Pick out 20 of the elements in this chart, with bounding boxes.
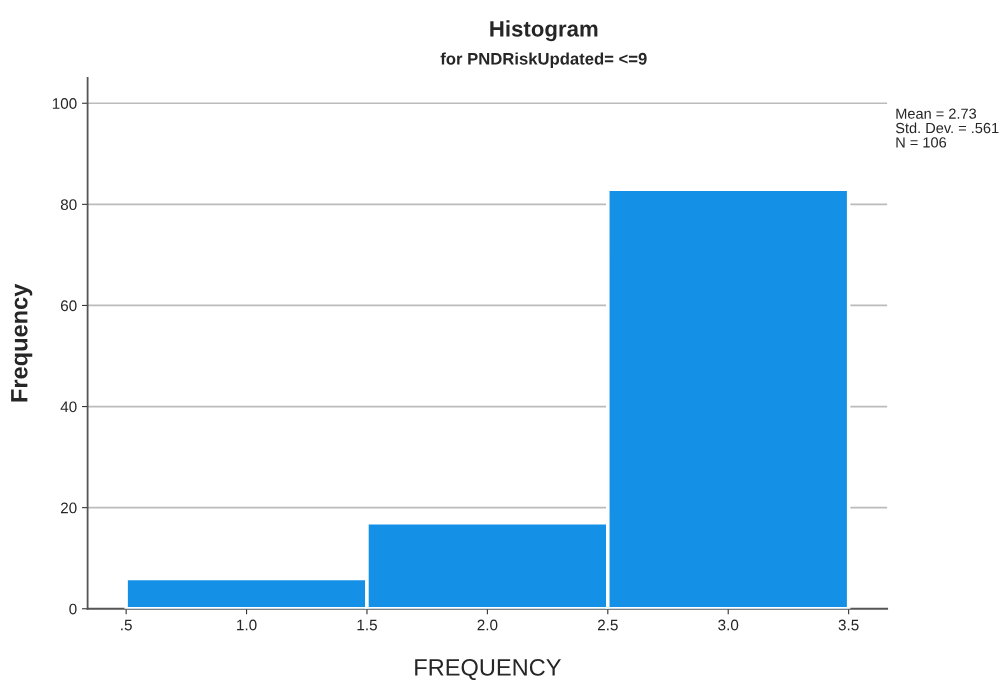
- x-tick-label: 1.5: [357, 619, 377, 631]
- text: N = 106: [896, 137, 947, 148]
- x-tick-label: 3.5: [838, 619, 859, 631]
- chart-title: Histogram: [490, 20, 598, 42]
- x-tick-label: 2.5: [597, 619, 618, 631]
- x-tick-label: 1.0: [237, 619, 257, 631]
- y-tick-label: 40: [60, 401, 77, 413]
- y-tick-label: 100: [52, 98, 77, 109]
- chart-subtitle: for PNDRiskUpdated= <=9: [440, 52, 647, 68]
- y-tick-label: 60: [60, 300, 77, 312]
- x-tick-label: 3.0: [718, 619, 739, 631]
- text: Mean = 2.73: [896, 108, 977, 119]
- text: Std. Dev. = .561: [895, 122, 999, 134]
- x-tick-label: 2.0: [477, 619, 498, 631]
- x-tick-label: .5: [121, 619, 132, 631]
- y-axis-title: Frequency: [11, 283, 33, 402]
- y-tick-label: 0: [69, 603, 77, 615]
- y-tick-label: 20: [60, 502, 77, 514]
- x-axis-title: FREQUENCY: [415, 659, 561, 680]
- y-tick-label: 80: [60, 199, 77, 211]
